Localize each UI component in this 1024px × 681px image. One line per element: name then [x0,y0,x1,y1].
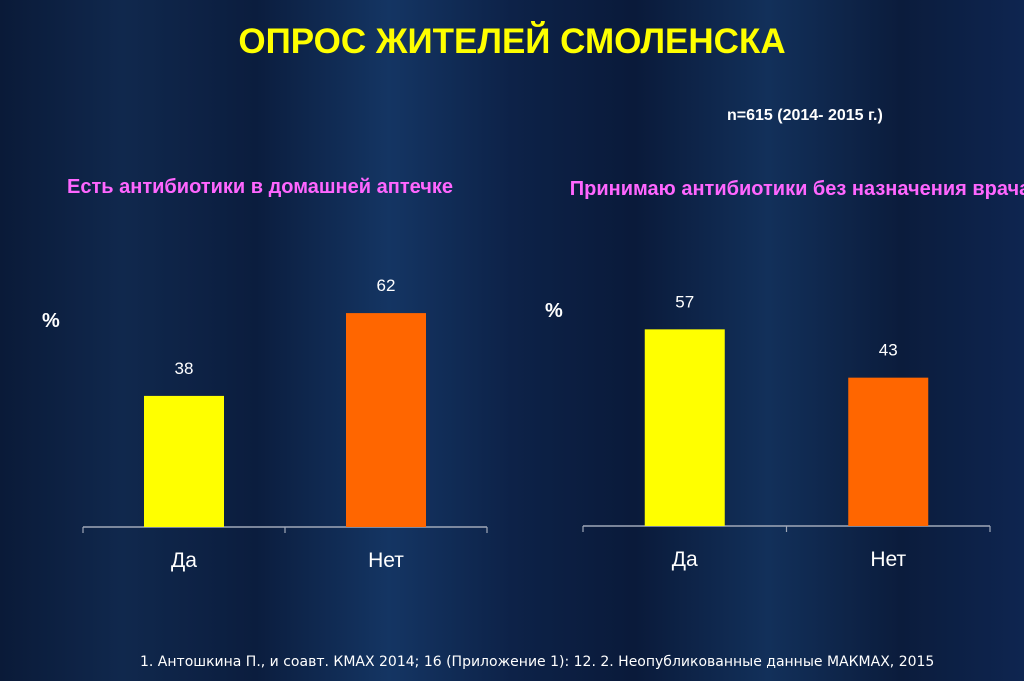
category-label: Да [171,549,197,572]
chart1-title: Есть антибиотики в домашней аптечке [67,176,453,198]
sample-size: n=615 (2014- 2015 г.) [727,107,883,124]
data-label: 38 [175,359,194,378]
chart1-ylabel: % [42,310,60,332]
slide-title: ОПРОС ЖИТЕЛЕЙ СМОЛЕНСКА [238,22,786,61]
bar-yes [644,329,725,526]
footnote: 1. Антошкина П., и соавт. КМАХ 2014; 16 … [140,654,935,670]
bar-no [848,377,929,526]
chart2-title: Принимаю антибиотики без назначения врач… [569,178,1024,200]
data-label: 43 [879,341,898,360]
category-label: Нет [368,549,404,572]
bar-yes [144,395,224,527]
bar-no [346,313,426,527]
category-label: Да [672,548,698,571]
chart2-ylabel: % [545,300,563,322]
data-label: 57 [675,292,694,311]
category-label: Нет [870,548,906,571]
data-label: 62 [377,276,396,295]
